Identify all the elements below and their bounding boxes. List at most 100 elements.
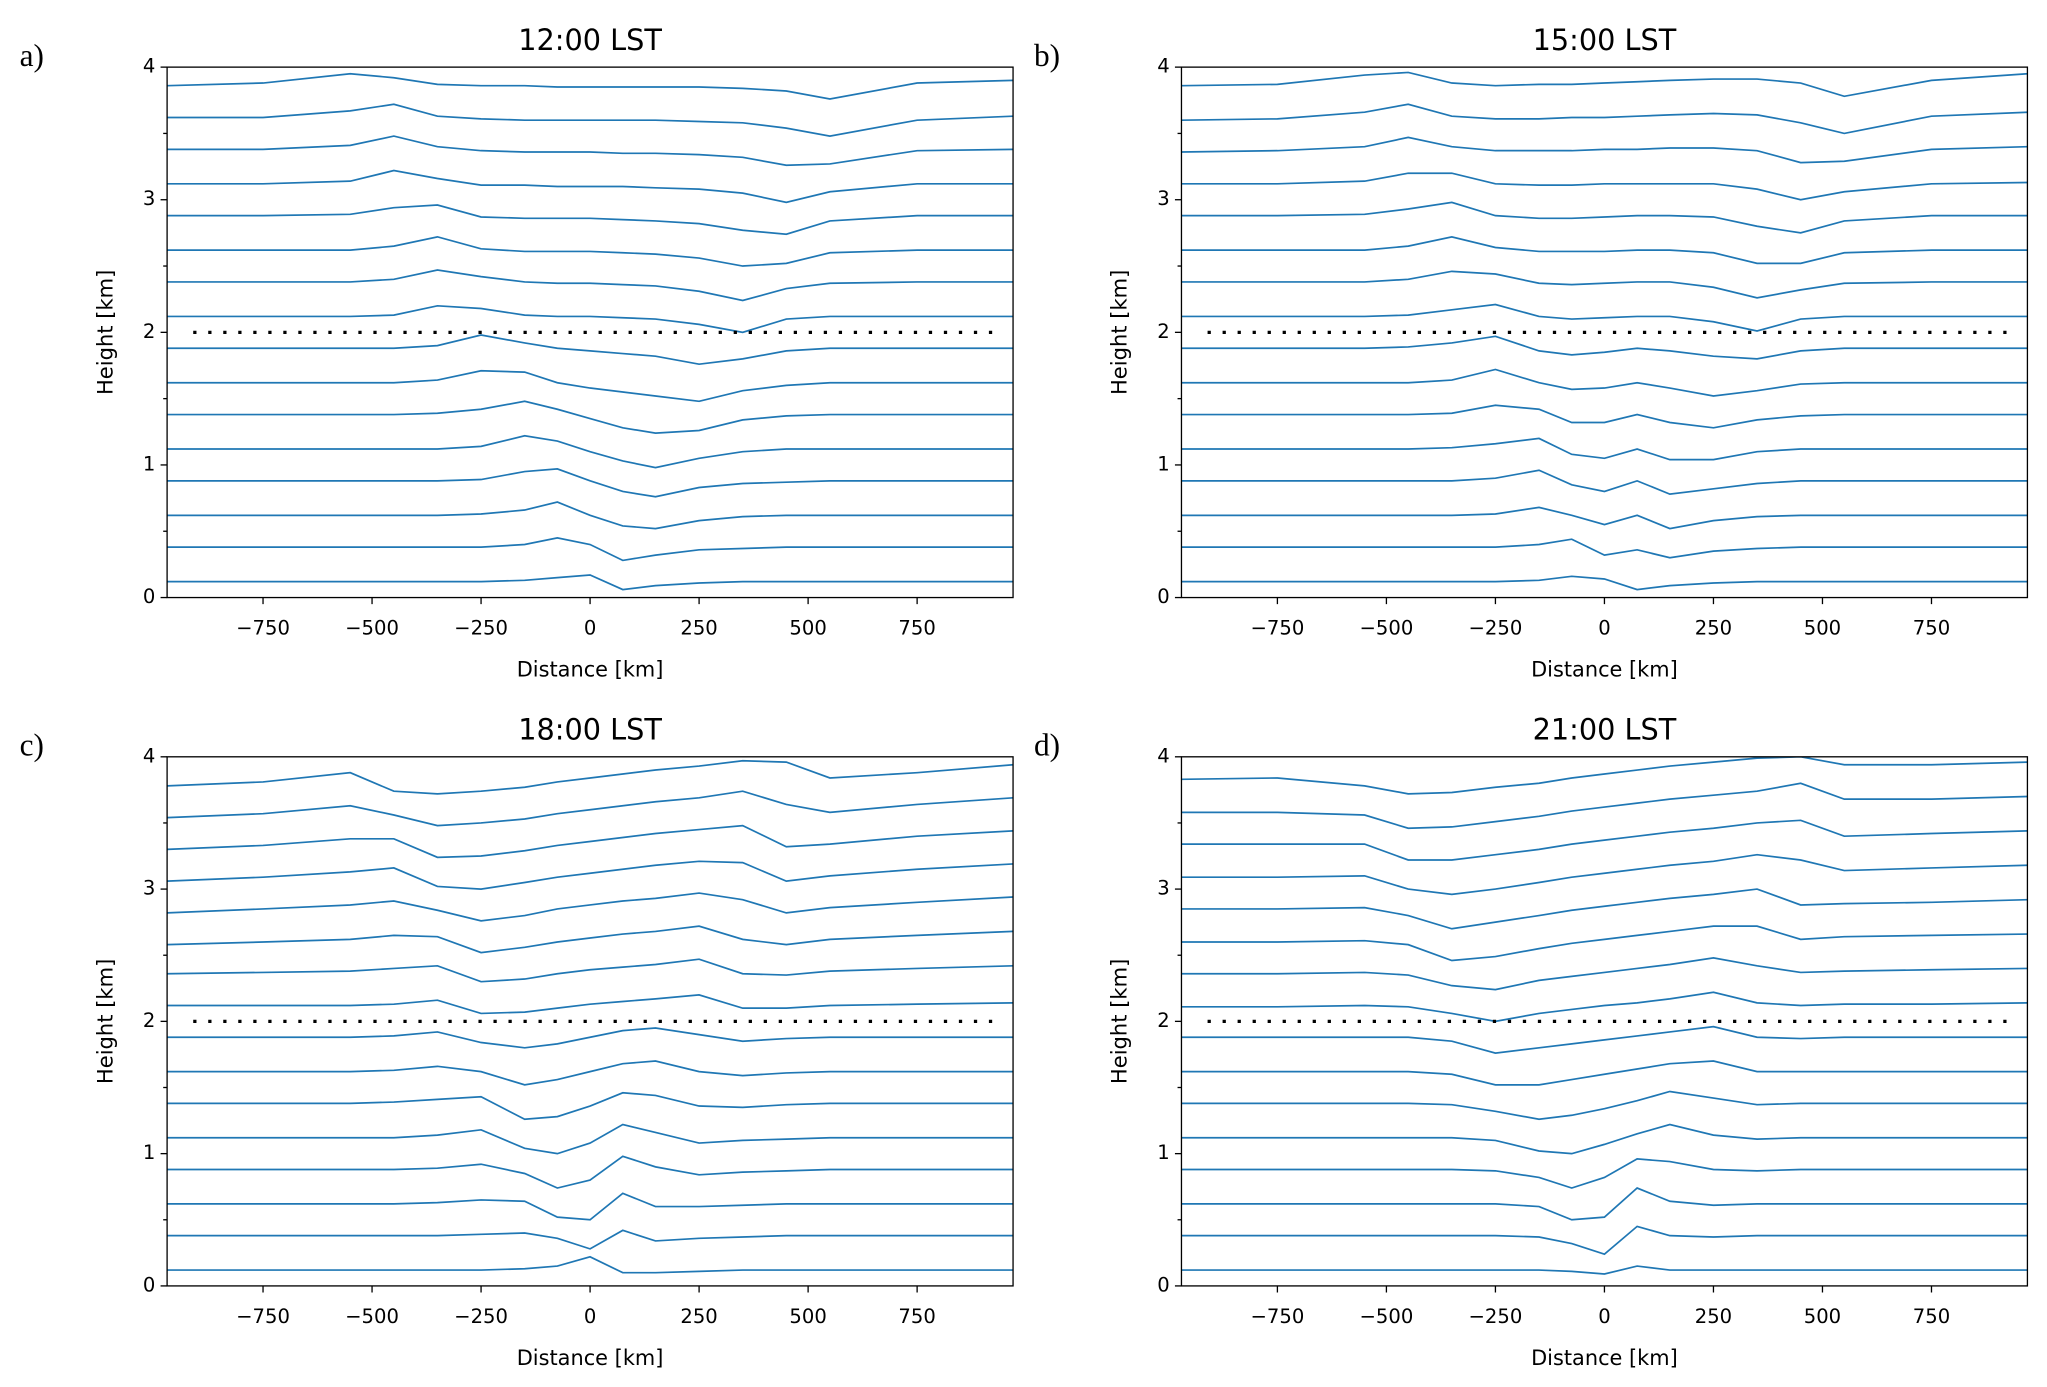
chart-title: 12:00 LST xyxy=(518,23,662,57)
streamline xyxy=(167,1091,1014,1121)
streamline xyxy=(167,468,1014,498)
streamline xyxy=(167,860,1014,890)
x-tick-label: −250 xyxy=(1469,617,1523,640)
x-tick-label: 500 xyxy=(1804,617,1841,640)
panel-label: c) xyxy=(20,727,44,762)
streamline xyxy=(167,1027,1014,1049)
x-tick-label: 750 xyxy=(1913,617,1950,640)
streamline xyxy=(167,1229,1014,1250)
x-axis-label: Distance [km] xyxy=(1531,657,1678,681)
streamline xyxy=(1181,1123,2028,1155)
x-tick-label: 750 xyxy=(1913,1305,1950,1328)
panel-label: b) xyxy=(1034,38,1060,73)
y-tick-label: 3 xyxy=(1157,877,1169,900)
streamline xyxy=(1181,1060,2028,1086)
streamline xyxy=(167,72,1014,100)
panel-label: d) xyxy=(1034,727,1060,762)
streamline xyxy=(1181,1158,2028,1189)
y-tick-label: 3 xyxy=(143,187,155,210)
streamline xyxy=(1181,506,2028,530)
streamline xyxy=(1181,853,2028,896)
panel: 15:00 LST b) Distance [km] Height [km] −750 −… xyxy=(1034,23,2029,682)
streamline xyxy=(167,994,1014,1015)
streamline xyxy=(167,1255,1014,1274)
streamline xyxy=(167,958,1014,983)
x-tick-label: −500 xyxy=(1360,617,1414,640)
streamline xyxy=(1181,437,2028,461)
x-tick-label: 250 xyxy=(680,617,717,640)
y-tick-label: 0 xyxy=(143,585,155,608)
streamline xyxy=(167,925,1014,954)
x-tick-label: −750 xyxy=(236,617,290,640)
y-tick-label: 2 xyxy=(1157,1009,1169,1032)
y-tick-label: 2 xyxy=(1157,320,1169,343)
streamline xyxy=(167,1060,1014,1086)
streamline xyxy=(1181,1225,2028,1256)
x-tick-label: 250 xyxy=(1695,617,1732,640)
streamline xyxy=(167,1192,1014,1221)
x-tick-label: 0 xyxy=(584,1305,596,1328)
plot-frame xyxy=(166,66,1014,599)
streamline xyxy=(167,1155,1014,1189)
panel-label: a) xyxy=(20,38,44,73)
streamline xyxy=(167,269,1014,302)
y-tick-label: 1 xyxy=(1157,452,1169,475)
y-axis-label: Height [km] xyxy=(1108,270,1132,395)
streamline xyxy=(1181,782,2028,830)
x-tick-label: 0 xyxy=(1598,1305,1610,1328)
x-tick-label: 250 xyxy=(680,1305,717,1328)
x-tick-label: 750 xyxy=(898,1305,935,1328)
streamline xyxy=(1181,103,2028,135)
y-tick-label: 3 xyxy=(1157,187,1169,210)
streamline xyxy=(167,400,1014,434)
plot-frame xyxy=(1180,756,2029,1287)
x-tick-label: −250 xyxy=(1469,1305,1523,1328)
streamline xyxy=(167,790,1014,827)
y-tick-label: 0 xyxy=(143,1273,155,1296)
y-axis-label: Height [km] xyxy=(93,270,117,395)
x-tick-label: 500 xyxy=(1804,1305,1841,1328)
plot-frame xyxy=(1180,66,2029,599)
streamline xyxy=(167,434,1014,469)
x-tick-label: −500 xyxy=(345,1305,399,1328)
streamline xyxy=(167,1123,1014,1155)
y-tick-label: 2 xyxy=(143,320,155,343)
streamline xyxy=(167,501,1014,530)
streamline xyxy=(1181,469,2028,495)
streamline xyxy=(1181,1090,2028,1121)
y-tick-label: 4 xyxy=(143,55,155,78)
streamline xyxy=(167,824,1014,859)
x-tick-label: −750 xyxy=(1251,1305,1305,1328)
streamline xyxy=(1181,270,2028,299)
chart-title: 18:00 LST xyxy=(518,713,662,747)
streamline xyxy=(167,334,1014,366)
streamline xyxy=(167,169,1014,204)
streamline xyxy=(1181,991,2028,1023)
y-tick-label: 1 xyxy=(143,452,155,475)
streamline xyxy=(167,574,1014,591)
streamline xyxy=(167,759,1014,795)
x-tick-label: 500 xyxy=(789,617,826,640)
streamline xyxy=(1181,1187,2028,1221)
x-tick-label: 0 xyxy=(1598,617,1610,640)
x-tick-label: 750 xyxy=(898,617,935,640)
y-tick-label: 4 xyxy=(1157,55,1169,78)
x-tick-label: −750 xyxy=(1251,617,1305,640)
plot-frame xyxy=(166,756,1014,1287)
y-tick-label: 3 xyxy=(143,877,155,900)
streamline xyxy=(167,135,1014,167)
streamline xyxy=(1181,1025,2028,1054)
streamline xyxy=(1181,71,2028,98)
x-tick-label: −500 xyxy=(1360,1305,1414,1328)
y-tick-label: 0 xyxy=(1157,1273,1169,1296)
x-tick-label: −250 xyxy=(454,617,508,640)
x-tick-label: 250 xyxy=(1695,1305,1732,1328)
streamline xyxy=(1181,335,2028,360)
y-tick-label: 4 xyxy=(143,744,155,767)
streamline xyxy=(1181,888,2028,930)
streamline xyxy=(167,304,1014,334)
streamline xyxy=(167,204,1014,236)
y-axis-label: Height [km] xyxy=(93,959,117,1084)
